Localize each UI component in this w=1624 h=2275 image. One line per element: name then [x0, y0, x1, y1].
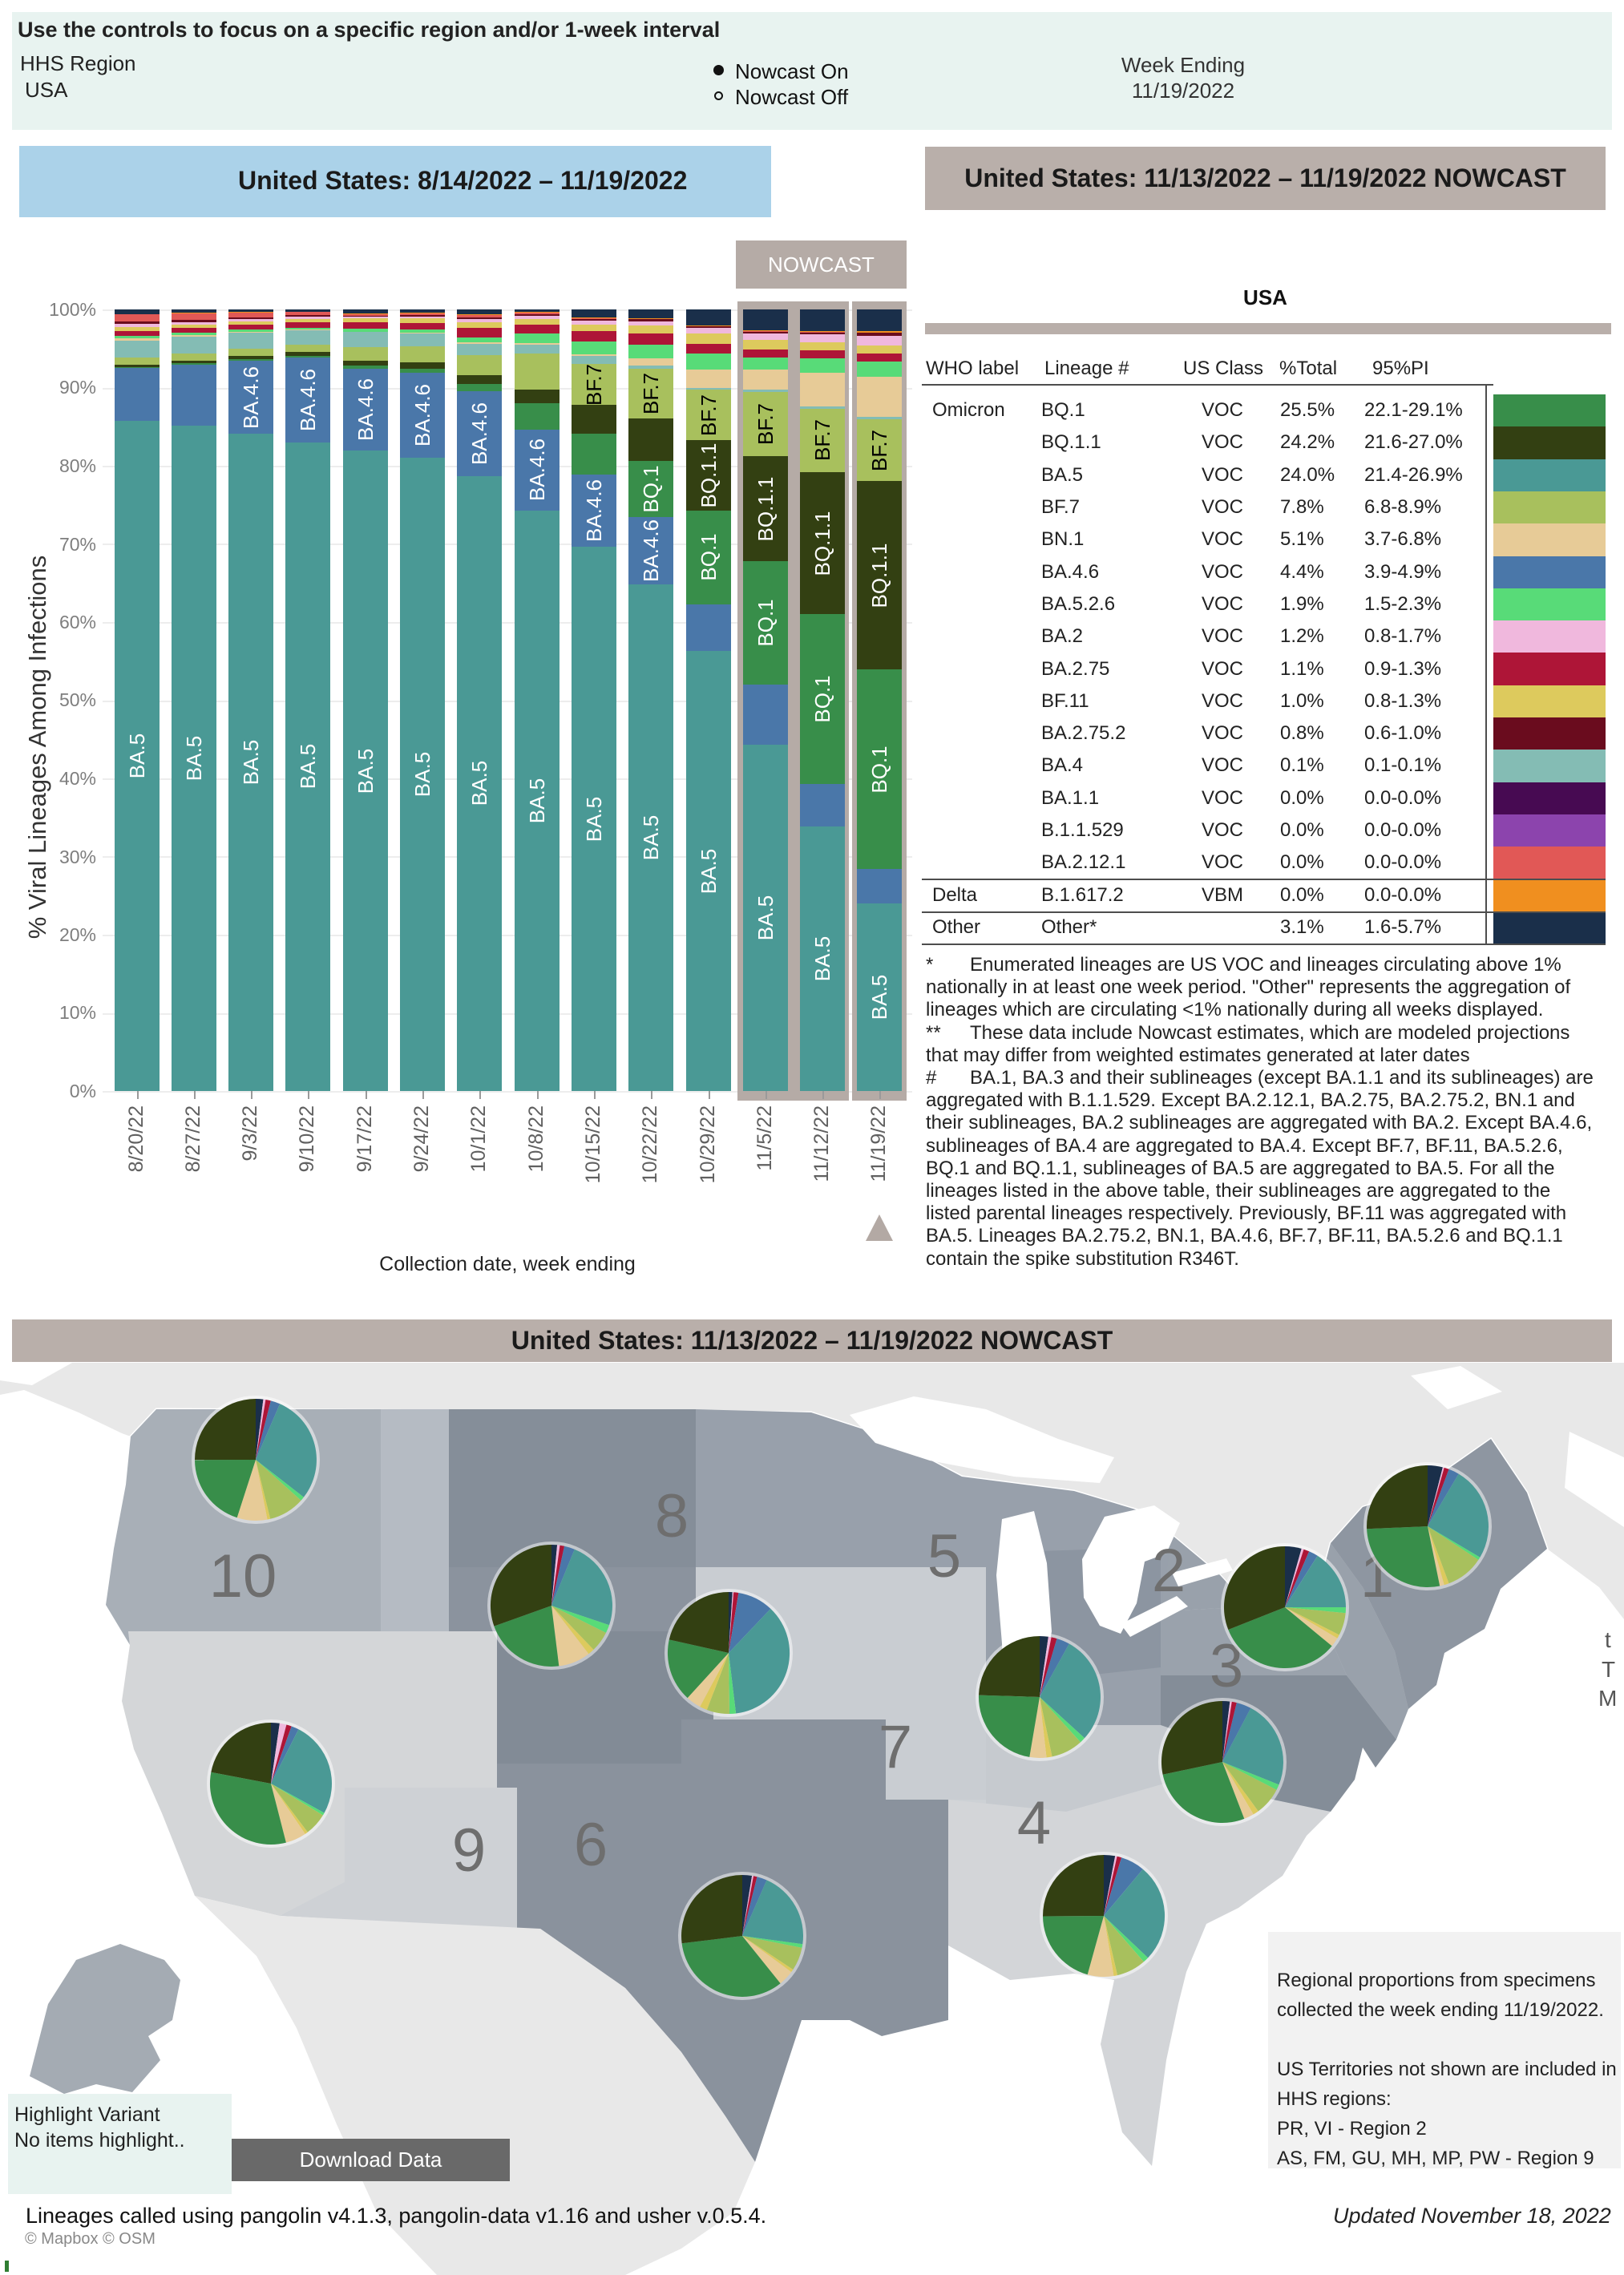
- svg-text:M: M: [1598, 1686, 1617, 1711]
- svg-text:2: 2: [1152, 1537, 1186, 1605]
- svg-text:T: T: [1602, 1657, 1615, 1682]
- svg-text:5: 5: [927, 1522, 961, 1590]
- svg-text:8: 8: [655, 1482, 689, 1550]
- svg-text:4: 4: [1017, 1789, 1051, 1857]
- svg-text:7: 7: [879, 1713, 912, 1781]
- svg-text:10: 10: [209, 1542, 277, 1610]
- svg-text:t: t: [1605, 1627, 1611, 1652]
- svg-text:9: 9: [452, 1816, 486, 1885]
- svg-text:6: 6: [574, 1811, 608, 1879]
